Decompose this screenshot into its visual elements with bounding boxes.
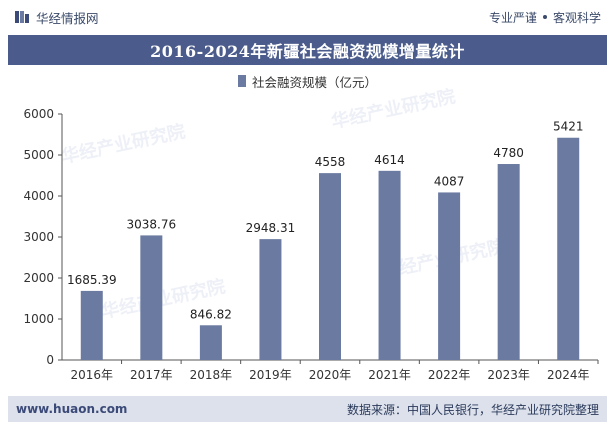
- y-tick-label: 6000: [23, 107, 54, 121]
- data-label: 4780: [493, 146, 524, 160]
- brand-name: 华经情报网: [36, 10, 99, 26]
- bar[interactable]: [497, 164, 520, 360]
- brand[interactable]: 华经情报网: [14, 8, 99, 26]
- bar[interactable]: [80, 290, 103, 360]
- x-tick-label: 2017年: [130, 368, 173, 382]
- x-tick-label: 2023年: [487, 368, 530, 382]
- data-label: 846.82: [190, 307, 232, 321]
- bar[interactable]: [319, 173, 341, 360]
- data-label: 1685.39: [67, 273, 117, 287]
- bar[interactable]: [557, 137, 580, 360]
- top-bar: 华经情报网 专业严谨 客观科学: [0, 0, 615, 33]
- slogan-left: 专业严谨: [488, 10, 537, 25]
- y-tick-label: 0: [46, 353, 54, 367]
- slogan-right: 客观科学: [552, 10, 601, 25]
- x-tick-label: 2021年: [368, 368, 411, 382]
- data-label: 4087: [434, 174, 465, 188]
- footer: www.huaon.com 数据来源：中国人民银行，华经产业研究院整理: [8, 396, 607, 422]
- x-tick-label: 2019年: [249, 368, 292, 382]
- slogan: 专业严谨 客观科学: [489, 8, 601, 26]
- x-tick-label: 2024年: [547, 368, 590, 382]
- bar[interactable]: [438, 192, 461, 360]
- data-label: 5421: [553, 120, 584, 134]
- legend-label: 社会融资规模（亿元）: [251, 74, 377, 90]
- data-label: 4558: [315, 155, 346, 169]
- bar[interactable]: [199, 325, 222, 360]
- chart-title: 2016-2024年新疆社会融资规模增量统计: [150, 42, 465, 61]
- x-tick-label: 2016年: [71, 368, 114, 382]
- footer-site-link[interactable]: www.huaon.com: [16, 402, 128, 416]
- y-tick-label: 3000: [23, 230, 54, 244]
- bar[interactable]: [259, 239, 282, 360]
- title-bar: 2016-2024年新疆社会融资规模增量统计: [8, 35, 607, 65]
- y-tick-label: 1000: [23, 312, 54, 326]
- legend: 社会融资规模（亿元）: [0, 71, 615, 91]
- y-tick-label: 4000: [23, 189, 54, 203]
- data-label: 3038.76: [127, 217, 177, 231]
- y-tick-label: 5000: [23, 148, 54, 162]
- legend-swatch: [237, 75, 246, 87]
- x-tick-label: 2018年: [190, 368, 233, 382]
- x-tick-label: 2020年: [309, 368, 352, 382]
- brand-logo-icon: [15, 11, 29, 23]
- footer-source: 数据来源：中国人民银行，华经产业研究院整理: [346, 402, 599, 417]
- bar[interactable]: [140, 235, 163, 360]
- data-label: 2948.31: [246, 221, 296, 235]
- bullet-dot-icon: [542, 15, 547, 19]
- y-tick-label: 2000: [23, 271, 54, 285]
- bar[interactable]: [378, 170, 401, 360]
- data-label: 4614: [374, 153, 405, 167]
- x-tick-label: 2022年: [428, 368, 471, 382]
